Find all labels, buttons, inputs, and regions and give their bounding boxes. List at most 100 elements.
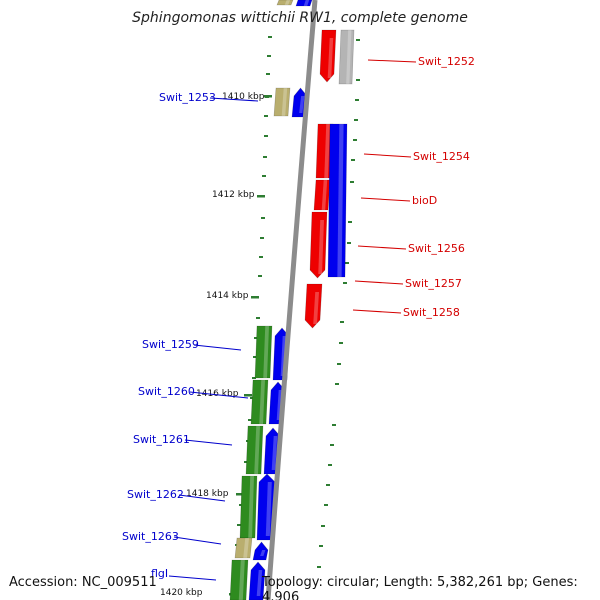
- label-leader-line: [357, 245, 407, 250]
- gene-feature-green-shine: [254, 426, 260, 474]
- label-leader-line: [189, 391, 249, 399]
- scale-dot: [253, 356, 257, 358]
- gene-feature-forward-shine: [337, 124, 344, 277]
- label-leader-line: [168, 575, 217, 581]
- gene-feature-grey-shine: [346, 30, 352, 84]
- gene-feature-grey: [338, 29, 355, 85]
- label-leader-line: [178, 494, 226, 502]
- gene-label: Swit_1254: [413, 150, 470, 163]
- gene-feature-green: [250, 379, 269, 425]
- gene-feature-reverse: [309, 211, 328, 279]
- scale-dot: [324, 504, 328, 506]
- scale-dot: [260, 237, 264, 239]
- scale-dot: [337, 363, 341, 365]
- label-leader-line: [173, 536, 222, 545]
- tick-label: 1416 kbp: [196, 389, 239, 399]
- gene-feature-forward: [252, 541, 269, 561]
- scale-dot: [268, 36, 272, 38]
- gene-feature-khaki: [276, 0, 294, 6]
- gene-feature-green: [245, 425, 264, 475]
- tick-label: 1414 kbp: [206, 291, 249, 301]
- gene-feature-reverse-shine: [321, 180, 328, 210]
- gene-label: Swit_1260: [138, 385, 195, 398]
- tick-label: 1418 kbp: [186, 489, 229, 499]
- tick-label: 1420 kbp: [160, 588, 203, 598]
- gene-label: Swit_1252: [418, 55, 475, 68]
- gene-label: Swit_1263: [122, 530, 179, 543]
- scale-dot: [354, 119, 358, 121]
- scale-dot: [259, 256, 263, 258]
- gene-feature-forward-shine: [260, 550, 266, 556]
- scale-dot: [252, 377, 256, 379]
- gene-label: bioD: [412, 194, 437, 207]
- label-leader-line: [367, 59, 417, 63]
- scale-dot: [254, 337, 258, 339]
- gene-feature-reverse: [313, 179, 331, 211]
- scale-dot: [347, 242, 351, 244]
- gene-feature-forward: [327, 123, 348, 278]
- major-tick: [251, 296, 259, 299]
- gene-feature-forward: [295, 0, 313, 7]
- label-leader-line: [360, 197, 411, 202]
- scale-dot: [248, 419, 252, 421]
- gene-feature-forward-shine: [265, 482, 272, 536]
- gene-feature-forward-shine: [299, 96, 305, 113]
- scale-dot: [317, 566, 321, 568]
- major-tick: [244, 394, 252, 397]
- accession-text: Accession: NC_009511: [9, 575, 157, 590]
- gene-label: Swit_1259: [142, 338, 199, 351]
- gene-labels-layer: Swit_1252 Swit_1253 Swit_1254 bioD Swit_1256…: [122, 55, 475, 581]
- topology-text: Topology: circular; Length: 5,382,261 bp…: [262, 575, 578, 600]
- gene-feature-forward-shine: [256, 570, 263, 596]
- scale-dot: [330, 444, 334, 446]
- scale-dot: [348, 221, 352, 223]
- scale-dot: [353, 139, 357, 141]
- major-tick: [257, 195, 265, 198]
- scale-dot: [250, 397, 254, 399]
- scale-dot: [263, 156, 267, 158]
- scale-dot: [262, 175, 266, 177]
- label-leader-line: [352, 309, 402, 314]
- scale-dot: [321, 525, 325, 527]
- scale-dot: [266, 73, 270, 75]
- gene-feature-forward-shine: [303, 0, 310, 6]
- gene-label: Swit_1256: [408, 242, 465, 255]
- scale-dot: [326, 484, 330, 486]
- scale-dot: [319, 545, 323, 547]
- label-leader-line: [354, 280, 404, 285]
- major-tick: [236, 493, 244, 496]
- gene-label: flgI: [151, 567, 168, 580]
- gene-feature-reverse-shine: [324, 124, 330, 178]
- scale-dot: [267, 55, 271, 57]
- scale-dot: [350, 181, 354, 183]
- gene-label: Swit_1258: [403, 306, 460, 319]
- scale-dot: [264, 135, 268, 137]
- scale-dot: [244, 461, 248, 463]
- gene-label: Swit_1257: [405, 277, 462, 290]
- scale-dot: [343, 282, 347, 284]
- gene-feature-green: [229, 559, 249, 600]
- scale-dot: [339, 342, 343, 344]
- gene-feature-reverse-shine: [313, 292, 319, 324]
- tick-label: 1412 kbp: [212, 190, 255, 200]
- gene-feature-khaki-shine: [284, 0, 291, 5]
- gene-feature-forward: [256, 473, 276, 541]
- gene-feature-reverse-shine: [327, 38, 334, 78]
- gene-feature-forward: [248, 561, 266, 600]
- gene-feature-forward-shine: [271, 436, 278, 470]
- genome-backbone: [265, 0, 318, 600]
- gene-feature-reverse: [319, 29, 337, 83]
- scale-dot: [264, 115, 268, 117]
- tick-label: 1410 kbp: [222, 92, 265, 102]
- label-leader-line: [363, 153, 412, 158]
- scale-dot: [258, 275, 262, 277]
- scale-dot: [256, 317, 260, 319]
- scale-dot: [345, 262, 349, 264]
- gene-label: Swit_1253: [159, 91, 216, 104]
- gene-label: Swit_1261: [133, 433, 190, 446]
- gene-feature-khaki: [273, 87, 291, 117]
- label-leader-line: [184, 439, 233, 446]
- scale-dot: [332, 424, 336, 426]
